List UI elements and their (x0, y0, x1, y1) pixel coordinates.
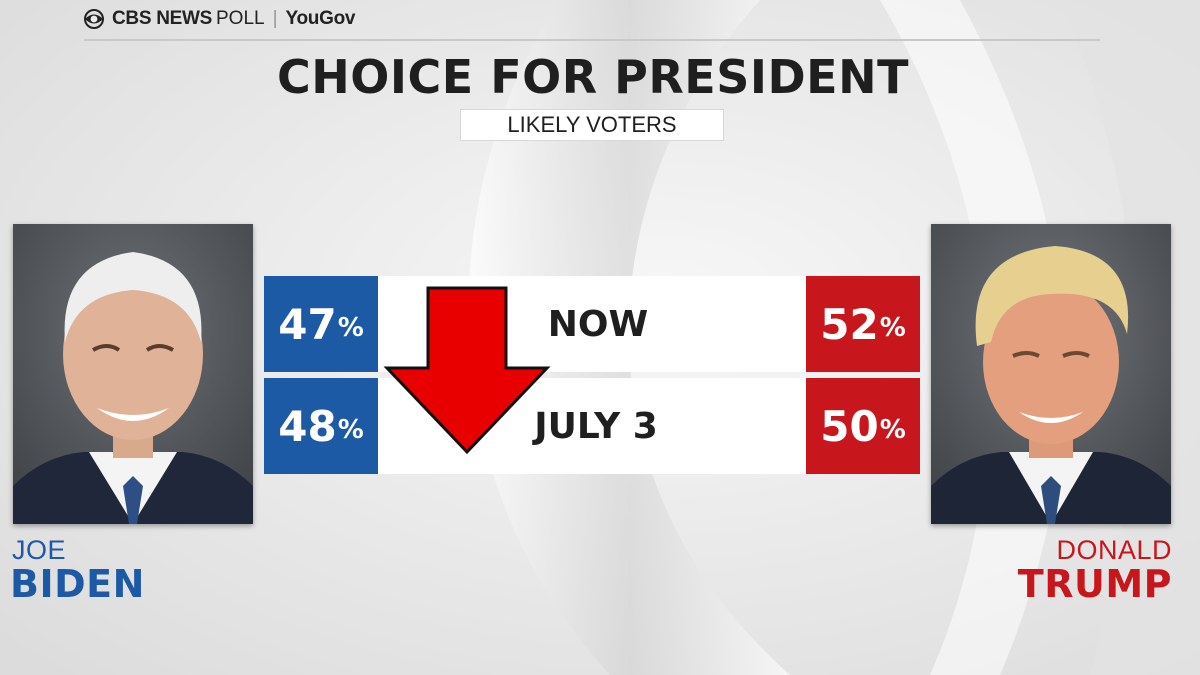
header-divider (84, 39, 1100, 41)
brand-news: CBS NEWS (112, 8, 212, 29)
trump-value-cell: 50% (806, 378, 920, 474)
trump-value-cell: 52% (806, 276, 920, 372)
biden-first-name: JOE (12, 535, 67, 565)
biden-value-cell: 47% (264, 276, 378, 372)
brand-separator: | (272, 8, 278, 29)
trump-portrait (931, 224, 1171, 524)
chart-title: CHOICE FOR PRESIDENT (277, 50, 909, 104)
percent-sign: % (337, 313, 364, 343)
trump-portrait-image (931, 224, 1171, 524)
biden-portrait-image (13, 224, 253, 524)
percent-sign: % (879, 313, 906, 343)
biden-portrait (13, 224, 253, 524)
biden-value: 48 (278, 401, 337, 451)
biden-value-cell: 48% (264, 378, 378, 474)
row-label: NOW (547, 303, 649, 345)
trump-last-name: TRUMP (1017, 562, 1172, 606)
poll-row-now: 47% NOW 52% (264, 276, 920, 372)
percent-sign: % (337, 415, 364, 445)
trump-value: 50 (820, 401, 879, 451)
brand-poll: POLL (216, 8, 265, 29)
down-arrow-icon (383, 286, 551, 455)
brand-bar: CBS NEWS POLL | YouGov (84, 6, 355, 32)
chart-subtitle: LIKELY VOTERS (460, 109, 724, 141)
cbs-eye-icon (84, 9, 104, 29)
poll-row-july-3: 48% JULY 3 50% (264, 378, 920, 474)
biden-last-name: BIDEN (10, 562, 145, 606)
subtitle-label: LIKELY VOTERS (507, 112, 677, 137)
brand-partner: YouGov (285, 8, 356, 29)
trump-value: 52 (820, 299, 879, 349)
biden-value: 47 (278, 299, 337, 349)
percent-sign: % (879, 415, 906, 445)
trump-first-name: DONALD (1056, 535, 1172, 565)
row-label: JULY 3 (534, 405, 658, 447)
